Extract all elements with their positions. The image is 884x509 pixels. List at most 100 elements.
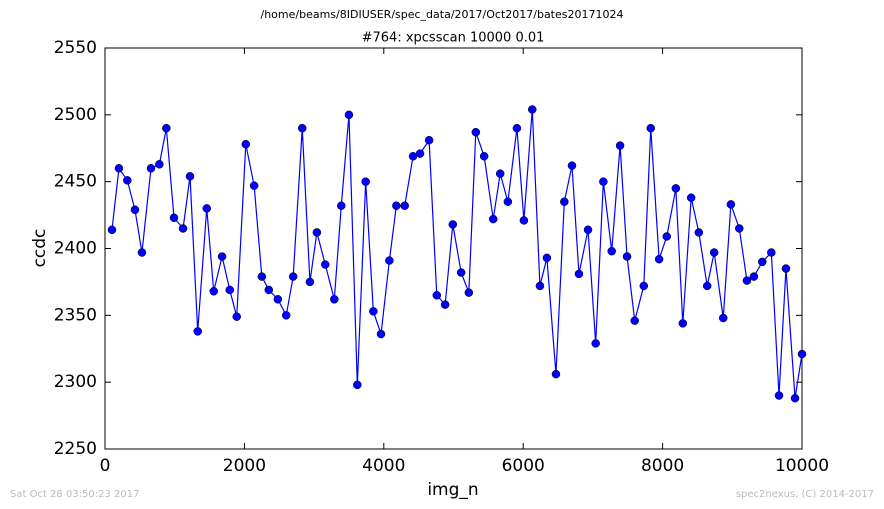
data-point: [337, 201, 346, 210]
data-point: [662, 232, 672, 241]
y-tick-label: 2400: [54, 239, 97, 259]
data-point: [781, 264, 791, 273]
y-tick-label: 2300: [54, 372, 97, 392]
data-point: [718, 313, 728, 323]
data-point: [790, 393, 800, 403]
data-point: [155, 160, 164, 169]
data-point: [193, 327, 202, 336]
data-point: [185, 172, 195, 181]
data-point: [615, 141, 625, 150]
data-point: [225, 285, 235, 295]
data-point: [551, 369, 561, 379]
data-point: [257, 272, 267, 281]
data-point: [232, 312, 241, 321]
data-point: [639, 281, 649, 291]
data-point: [273, 295, 283, 304]
data-point: [137, 248, 147, 257]
plot-frame: [104, 47, 803, 450]
data-point: [424, 135, 434, 145]
data-point: [456, 268, 466, 277]
data-point: [503, 197, 513, 206]
data-point: [512, 123, 522, 133]
data-point: [464, 288, 474, 297]
x-tick-label: 6000: [502, 456, 545, 476]
data-point: [385, 256, 394, 265]
data-point: [495, 169, 505, 178]
data-point: [774, 391, 784, 400]
data-point: [107, 225, 117, 235]
data-point: [432, 291, 442, 300]
y-tick-label: 2550: [54, 38, 97, 58]
data-point: [519, 216, 529, 225]
data-point: [671, 184, 681, 193]
data-point: [369, 307, 378, 316]
data-point: [749, 272, 759, 281]
x-tick-label: 4000: [362, 456, 405, 476]
data-point: [479, 152, 489, 161]
data-point: [702, 281, 712, 291]
data-point: [305, 277, 315, 287]
data-point: [281, 311, 291, 320]
data-point: [202, 204, 212, 213]
data-point: [591, 339, 600, 348]
suptitle: /home/beams/8IDIUSER/spec_data/2017/Oct2…: [261, 8, 624, 21]
data-point: [574, 269, 584, 279]
data-point: [535, 281, 545, 291]
data-point: [709, 248, 719, 257]
data-point: [361, 177, 370, 186]
data-point: [488, 214, 498, 224]
data-point: [583, 225, 593, 235]
data-point: [123, 176, 132, 185]
data-point: [528, 105, 537, 114]
data-point: [114, 164, 124, 173]
data-point: [686, 193, 696, 202]
data-point: [440, 300, 450, 309]
data-point: [471, 127, 481, 137]
data-point: [249, 181, 259, 190]
data-point: [376, 329, 386, 339]
footer-right: spec2nexus, (C) 2014-2017: [736, 489, 874, 500]
data-point: [542, 253, 552, 263]
data-point: [130, 205, 140, 214]
data-point: [353, 380, 362, 390]
x-tick-label: 10000: [775, 456, 829, 476]
data-point: [400, 201, 409, 210]
data-point: [330, 295, 339, 304]
data-point: [321, 260, 330, 269]
y-tick-label: 2450: [54, 172, 97, 192]
data-point: [726, 200, 736, 209]
data-point: [758, 257, 767, 267]
data-point: [264, 285, 274, 295]
data-point: [146, 164, 156, 173]
data-point: [344, 110, 354, 120]
data-point: [288, 272, 298, 281]
y-axis-label: ccdc: [30, 229, 50, 268]
data-point: [742, 276, 752, 285]
data-point: [646, 123, 656, 133]
data-point: [560, 197, 569, 206]
data-point: [630, 316, 639, 325]
y-tick-label: 2500: [54, 105, 97, 125]
data-point: [178, 224, 188, 233]
data-point: [209, 287, 218, 296]
y-tick-label: 2350: [54, 305, 97, 325]
data-point: [735, 224, 744, 233]
data-point: [607, 246, 616, 256]
data-point: [654, 254, 664, 264]
x-axis-label: img_n: [427, 480, 478, 500]
series-line: [111, 109, 803, 399]
data-point: [448, 220, 458, 229]
x-tick-label: 2000: [223, 456, 266, 476]
data-point: [678, 319, 688, 328]
x-tick-label: 8000: [641, 456, 684, 476]
data-point: [599, 177, 608, 186]
x-tick-label: 0: [100, 456, 111, 476]
data-point: [567, 161, 577, 170]
y-tick-label: 2250: [54, 439, 97, 459]
data-point: [392, 201, 401, 210]
data-point: [217, 252, 227, 261]
data-point: [162, 123, 171, 133]
data-point: [694, 228, 704, 237]
footer-left: Sat Oct 28 03:50:23 2017: [10, 489, 140, 500]
data-point: [169, 213, 179, 223]
